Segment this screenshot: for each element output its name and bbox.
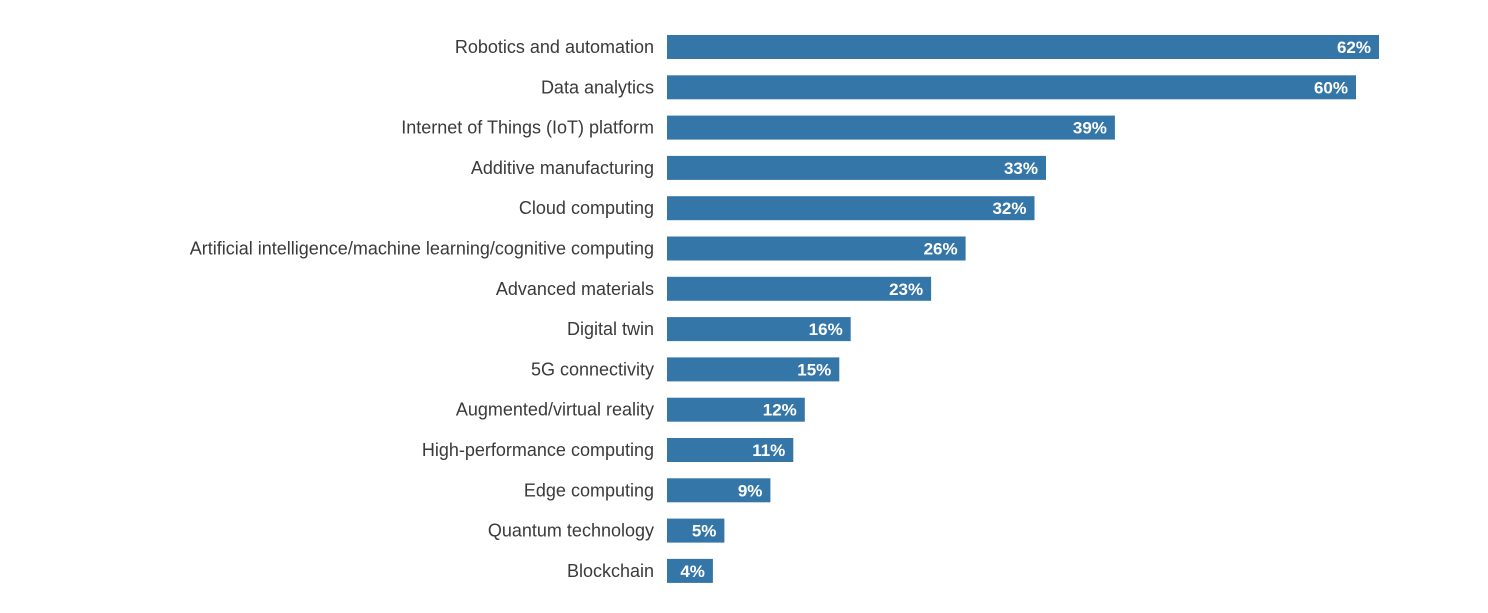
category-label-6: Advanced materials	[496, 279, 654, 299]
bar-10	[667, 438, 794, 462]
value-label-4: 32%	[992, 199, 1026, 218]
value-label-9: 12%	[763, 401, 797, 420]
category-label-1: Data analytics	[541, 77, 654, 97]
value-label-7: 16%	[809, 320, 843, 339]
value-label-8: 15%	[797, 360, 831, 379]
bar-0	[667, 35, 1379, 59]
category-labels-group: Robotics and automation Data analytics Int…	[190, 37, 654, 581]
value-labels-group: 62% 60% 39% 33% 32% 26% 23% 16% 15% 12% 11% 9% 5% 4%	[680, 38, 1371, 581]
category-label-11: Edge computing	[524, 480, 654, 500]
category-label-3: Additive manufacturing	[471, 158, 654, 178]
bar-2	[667, 115, 1115, 140]
category-label-5: Artificial intelligence/machine learning…	[190, 239, 654, 259]
category-label-0: Robotics and automation	[455, 37, 654, 57]
bar-8	[667, 357, 840, 382]
value-label-1: 60%	[1314, 78, 1348, 97]
value-label-2: 39%	[1073, 119, 1107, 138]
value-label-5: 26%	[924, 240, 958, 259]
bar-12	[667, 518, 725, 543]
bar-11	[667, 478, 771, 503]
bar-1	[667, 75, 1356, 100]
bar-4	[667, 196, 1035, 221]
value-label-10: 11%	[752, 441, 785, 460]
bar-6	[667, 276, 932, 301]
bar-5	[667, 236, 966, 261]
category-label-8: 5G connectivity	[531, 359, 654, 379]
bar-3	[667, 155, 1046, 180]
category-label-13: Blockchain	[567, 561, 654, 581]
value-label-0: 62%	[1337, 38, 1371, 57]
category-label-2: Internet of Things (IoT) platform	[401, 118, 654, 138]
category-label-12: Quantum technology	[488, 521, 654, 541]
category-label-9: Augmented/virtual reality	[456, 400, 654, 420]
value-label-13: 4%	[680, 562, 705, 581]
value-label-3: 33%	[1004, 159, 1038, 178]
value-label-6: 23%	[889, 280, 923, 299]
bars-group	[667, 35, 1379, 583]
category-label-10: High-performance computing	[422, 440, 654, 460]
bar-13	[667, 558, 713, 583]
category-label-7: Digital twin	[567, 319, 654, 339]
value-label-11: 9%	[738, 481, 763, 500]
category-label-4: Cloud computing	[519, 198, 654, 218]
bar-7	[667, 317, 851, 342]
value-label-12: 5%	[692, 522, 717, 541]
bar-9	[667, 397, 805, 422]
